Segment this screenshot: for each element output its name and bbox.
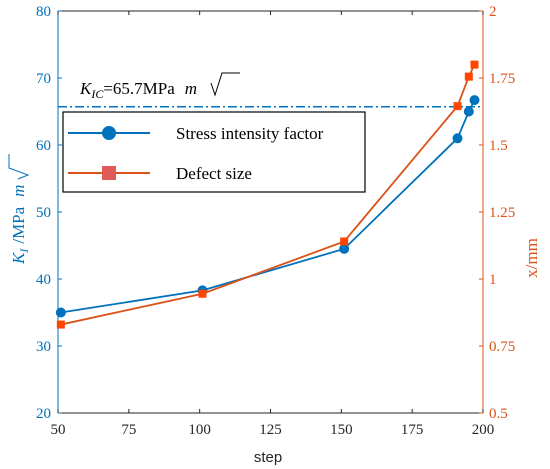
y-left-tick-label: 50 bbox=[36, 205, 51, 221]
legend: Stress intensity factor Defect size bbox=[62, 111, 366, 193]
y-right-tick-label: 1.25 bbox=[489, 205, 515, 221]
x-tick-label: 100 bbox=[188, 422, 211, 438]
series-line-1 bbox=[60, 64, 476, 326]
y-right-tick-label: 1.5 bbox=[489, 138, 508, 154]
y-right-tick-label: 0.5 bbox=[489, 406, 508, 422]
y-left-tick-label: 40 bbox=[36, 272, 51, 288]
y-right-label: x/mm bbox=[522, 238, 541, 278]
point-defect-size bbox=[453, 102, 462, 111]
legend-label-stress: Stress intensity factor bbox=[176, 124, 324, 143]
x-tick-label: 75 bbox=[121, 422, 136, 438]
threshold-label-root: m bbox=[185, 79, 197, 98]
y-left-label-root: m bbox=[9, 185, 28, 197]
threshold-label-sub: IC bbox=[90, 87, 104, 101]
x-tick-label: 125 bbox=[259, 422, 282, 438]
threshold-label-main: K bbox=[79, 79, 93, 98]
threshold-annotation: KIC=65.7MPa m bbox=[79, 79, 197, 101]
point-defect-size bbox=[198, 289, 207, 298]
point-defect-size bbox=[470, 60, 479, 69]
point-defect-size bbox=[56, 320, 65, 329]
y-left-label-text: KI/MPa m bbox=[9, 185, 31, 265]
y-right-tick-label: 1.75 bbox=[489, 71, 515, 87]
y-left-tick-label: 20 bbox=[36, 406, 51, 422]
y-left-label-sub: I bbox=[17, 248, 31, 254]
point-stress-intensity bbox=[339, 243, 350, 254]
point-stress-intensity bbox=[469, 95, 480, 106]
y-left-label-main: K bbox=[9, 251, 28, 265]
point-stress-intensity bbox=[463, 106, 474, 117]
x-axis-label: step bbox=[254, 449, 282, 466]
point-defect-size bbox=[464, 72, 473, 81]
point-stress-intensity bbox=[55, 307, 66, 318]
x-tick-label: 175 bbox=[401, 422, 424, 438]
legend-marker-stress bbox=[102, 126, 116, 140]
series-layer bbox=[55, 60, 480, 329]
ticks-layer: 20 30 40 50 60 70 80 0.5 0.75 1 1.25 1.5 1.75 2 50 75 10… bbox=[36, 4, 515, 438]
y-left-label: KI/MPa m bbox=[8, 154, 31, 265]
y-left-tick-label: 80 bbox=[36, 4, 51, 20]
point-stress-intensity bbox=[452, 133, 463, 144]
point-defect-size bbox=[340, 237, 349, 246]
y-left-label-unit: /MPa bbox=[9, 206, 28, 243]
legend-marker-defect bbox=[102, 166, 116, 180]
axes-frame bbox=[57, 10, 484, 414]
y-left-tick-label: 60 bbox=[36, 138, 51, 154]
threshold-label-value: =65.7MPa bbox=[103, 79, 175, 98]
y-left-sqrt-sign bbox=[8, 154, 30, 180]
legend-label-defect: Defect size bbox=[176, 164, 252, 183]
x-tick-label: 150 bbox=[330, 422, 353, 438]
x-tick-label: 50 bbox=[51, 422, 66, 438]
x-tick-label: 200 bbox=[472, 422, 495, 438]
y-right-tick-label: 1 bbox=[489, 272, 497, 288]
y-left-tick-label: 30 bbox=[36, 339, 51, 355]
y-right-tick-label: 0.75 bbox=[489, 339, 515, 355]
y-left-tick-label: 70 bbox=[36, 71, 51, 87]
threshold-sqrt-sign bbox=[210, 72, 240, 97]
y-right-tick-label: 2 bbox=[489, 4, 497, 20]
